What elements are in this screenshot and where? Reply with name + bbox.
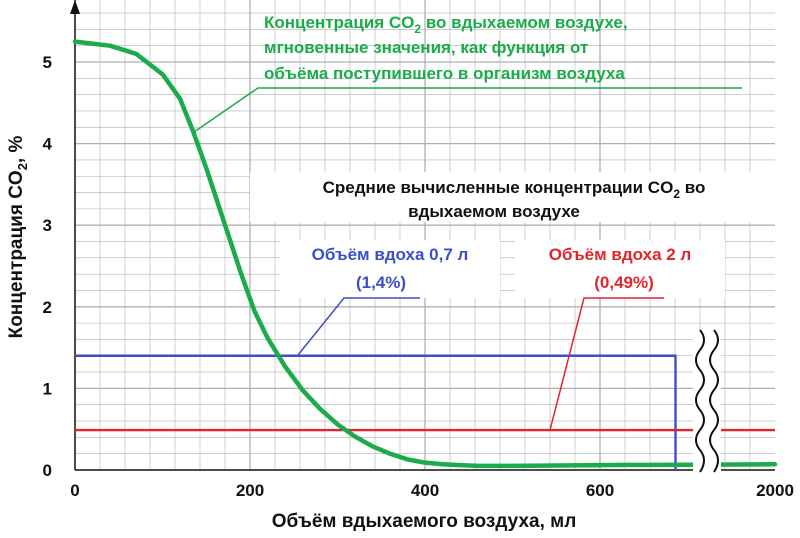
x-tick-label: 0 [70,481,79,500]
x-axis-title: Объём вдыхаемого воздуха, мл [272,511,577,532]
green-curve-label-line1: Концентрация CO2 во вдыхаемом воздухе, [264,13,628,36]
red-line-leader [549,297,664,431]
mean-annotation-line1: Средние вычисленные концентрации CO2 во [323,178,706,201]
blue-line-value: (1,4%) [356,273,406,292]
x-tick-label: 400 [411,481,439,500]
y-tick-label: 1 [43,379,52,398]
y-axis-title-part2: , % [6,135,27,163]
x-tick-label: 2000 [756,481,794,500]
tick-labels: 0 1 2 3 4 5 0 200 400 600 2000 [43,53,794,500]
blue-line-leader [297,297,420,356]
y-axis-title-part1: Концентрация CO [6,170,27,338]
y-tick-label: 3 [43,216,52,235]
series-layer [72,39,778,470]
x-tick-label: 600 [586,481,614,500]
y-axis-title: Концентрация CO2, % [6,135,30,338]
y-tick-label: 0 [43,461,52,480]
blue-line-label: Объём вдоха 0,7 л [312,245,469,264]
axis-break-marker [693,329,721,473]
green-curve-leader [193,87,742,133]
y-tick-label: 4 [43,135,53,154]
red-line-value: (0,49%) [594,273,654,292]
mean-annotation-line2: вдыхаемом воздухе [408,202,580,221]
mean-line-0-7l [75,354,677,470]
x-tick-label: 200 [236,481,264,500]
red-line-label: Объём вдоха 2 л [549,245,691,264]
green-curve-label-line3: объёма поступившего в организм воздуха [264,64,625,83]
y-tick-label: 2 [43,298,52,317]
axes [70,0,775,471]
y-axis-arrow [70,0,80,14]
instant-co2-curve [72,39,778,469]
y-axis-title-subscript: 2 [15,163,30,170]
green-curve-label-line2: мгновенные значения, как функция от [264,38,588,57]
y-tick-label: 5 [43,53,52,72]
